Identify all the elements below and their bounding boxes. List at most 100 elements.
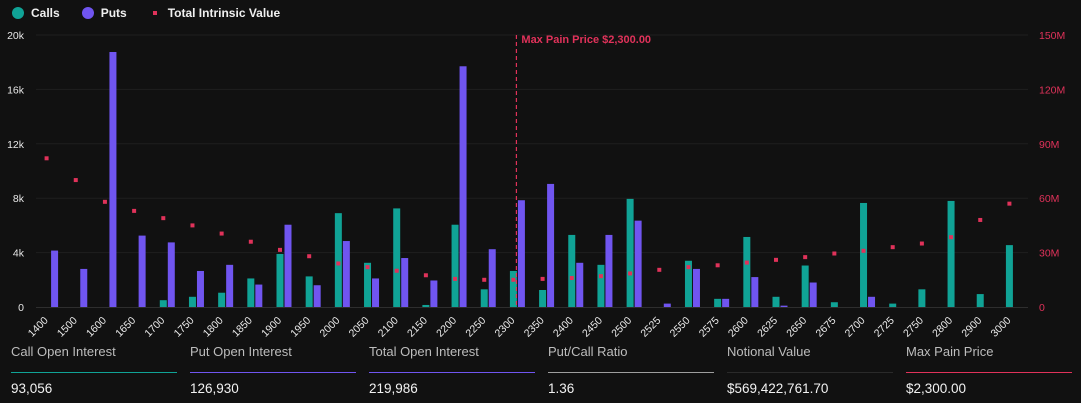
put-bar[interactable]	[196, 270, 204, 307]
call-bar[interactable]	[626, 198, 634, 307]
tiv-point[interactable]	[365, 265, 370, 270]
put-bar[interactable]	[868, 296, 876, 307]
legend-tiv[interactable]: Total Intrinsic Value	[149, 6, 280, 20]
put-bar[interactable]	[138, 235, 146, 307]
put-bar[interactable]	[751, 277, 759, 307]
tiv-point[interactable]	[1007, 201, 1012, 206]
call-bar[interactable]	[276, 253, 284, 307]
put-bar[interactable]	[663, 303, 671, 307]
tiv-point[interactable]	[219, 231, 224, 236]
call-bar[interactable]	[422, 304, 430, 307]
stat-label: Put/Call Ratio	[548, 344, 628, 359]
call-bar[interactable]	[539, 290, 547, 307]
put-bar[interactable]	[51, 250, 59, 307]
y-tick-label: 20k	[7, 30, 25, 42]
tiv-point[interactable]	[248, 239, 253, 244]
tiv-point[interactable]	[161, 216, 166, 221]
tiv-point[interactable]	[628, 271, 633, 276]
put-bar[interactable]	[780, 305, 788, 307]
put-bar[interactable]	[226, 264, 234, 307]
call-bar[interactable]	[159, 300, 167, 307]
put-bar[interactable]	[459, 66, 467, 307]
put-bar[interactable]	[722, 298, 730, 307]
tiv-point[interactable]	[278, 247, 282, 252]
put-bar[interactable]	[80, 268, 88, 307]
call-bar[interactable]	[860, 202, 868, 307]
call-bar[interactable]	[597, 264, 605, 307]
tiv-point[interactable]	[540, 276, 545, 281]
put-bar[interactable]	[634, 220, 642, 307]
tiv-point[interactable]	[949, 235, 954, 240]
call-bar[interactable]	[509, 270, 517, 307]
tiv-point[interactable]	[511, 277, 516, 282]
call-bar[interactable]	[364, 262, 372, 307]
put-bar[interactable]	[372, 278, 380, 307]
tiv-point[interactable]	[102, 199, 107, 204]
tiv-point[interactable]	[803, 255, 808, 260]
x-tick-label: 2650	[784, 315, 809, 340]
put-bar[interactable]	[692, 268, 700, 307]
call-bar[interactable]	[480, 289, 488, 307]
tiv-point[interactable]	[394, 268, 399, 273]
put-bar[interactable]	[284, 224, 292, 307]
put-bar[interactable]	[342, 241, 350, 307]
call-bar[interactable]	[772, 296, 780, 307]
put-bar[interactable]	[255, 284, 263, 307]
y2-tick-label: 90M	[1039, 139, 1059, 151]
put-bar[interactable]	[109, 52, 117, 307]
call-bar[interactable]	[714, 298, 722, 307]
put-bar[interactable]	[517, 200, 525, 307]
tiv-point[interactable]	[73, 178, 78, 183]
y-axis-right: 0 30M 60M 90M 120M 150M	[1039, 30, 1065, 314]
call-bar[interactable]	[684, 260, 692, 307]
call-bar[interactable]	[1005, 245, 1013, 307]
call-bar[interactable]	[218, 292, 226, 307]
put-bar[interactable]	[576, 262, 584, 307]
tiv-point[interactable]	[336, 261, 341, 266]
call-bar[interactable]	[947, 200, 955, 307]
tiv-point[interactable]	[44, 156, 49, 161]
tiv-point[interactable]	[569, 275, 574, 280]
tiv-point[interactable]	[190, 223, 195, 228]
tiv-point[interactable]	[482, 277, 487, 282]
legend-calls[interactable]: Calls	[12, 6, 60, 20]
put-bar[interactable]	[401, 258, 409, 307]
call-bar[interactable]	[393, 208, 401, 307]
tiv-point[interactable]	[598, 274, 603, 279]
tiv-point[interactable]	[423, 273, 428, 278]
tiv-point[interactable]	[861, 248, 866, 253]
call-bar[interactable]	[801, 265, 809, 307]
tiv-point[interactable]	[774, 257, 778, 262]
tiv-point[interactable]	[744, 260, 749, 265]
tiv-point[interactable]	[453, 276, 458, 281]
put-bar[interactable]	[488, 249, 496, 307]
call-bar[interactable]	[743, 236, 751, 307]
call-bar[interactable]	[247, 278, 255, 307]
call-bar[interactable]	[568, 234, 576, 307]
call-bar[interactable]	[889, 303, 897, 307]
call-bar[interactable]	[976, 294, 984, 307]
call-bar[interactable]	[918, 289, 926, 307]
call-bar[interactable]	[305, 276, 313, 307]
tiv-point[interactable]	[307, 254, 312, 259]
y-tick-label: 12k	[7, 139, 25, 151]
tiv-point[interactable]	[132, 208, 137, 213]
tiv-point[interactable]	[657, 267, 662, 272]
put-bar[interactable]	[547, 183, 555, 307]
tiv-point[interactable]	[890, 245, 895, 250]
legend-puts[interactable]: Puts	[81, 6, 127, 20]
call-bar[interactable]	[334, 213, 342, 307]
put-bar[interactable]	[313, 285, 321, 307]
call-bar[interactable]	[830, 302, 838, 307]
call-bar[interactable]	[451, 224, 459, 307]
put-bar[interactable]	[809, 282, 817, 307]
put-bar[interactable]	[430, 280, 438, 307]
tiv-point[interactable]	[686, 265, 691, 270]
tiv-point[interactable]	[832, 251, 837, 256]
tiv-point[interactable]	[919, 241, 924, 246]
call-bar[interactable]	[188, 296, 196, 307]
tiv-point[interactable]	[978, 217, 983, 222]
put-bar[interactable]	[605, 234, 613, 307]
tiv-point[interactable]	[715, 263, 720, 268]
put-bar[interactable]	[167, 242, 175, 307]
